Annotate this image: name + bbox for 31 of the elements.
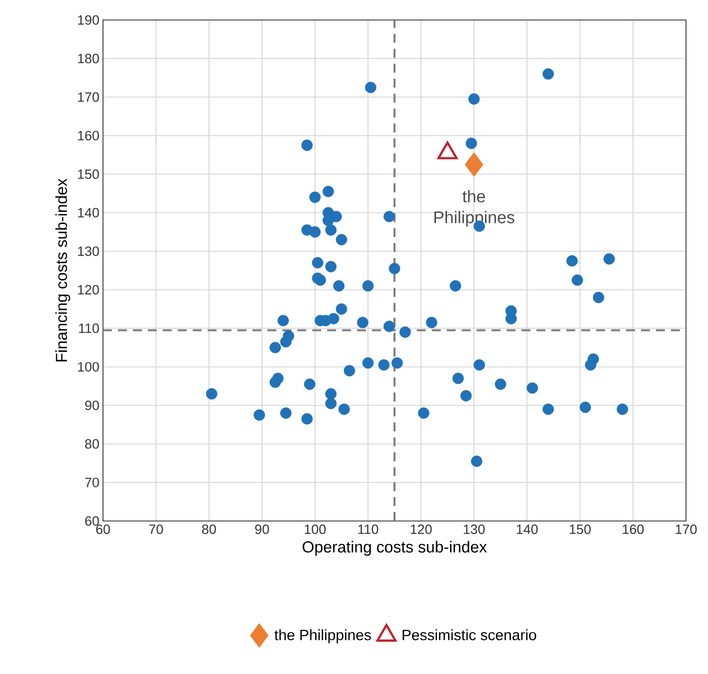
legend-label: the Philippines (274, 629, 371, 644)
y-tick-label: 110 (79, 324, 99, 334)
x-tick-label: 90 (255, 524, 269, 534)
y-tick-label: 160 (78, 130, 99, 140)
x-tick-label: 100 (304, 524, 326, 534)
annotation: the Philippines (434, 190, 514, 227)
y-tick-label: 170 (78, 92, 99, 102)
x-tick-label: 60 (96, 524, 110, 534)
y-axis-title: Financing costs sub-index (55, 178, 70, 362)
x-tick-label: 110 (358, 524, 378, 534)
x-tick-label: 70 (149, 524, 163, 534)
y-tick-label: 180 (78, 54, 99, 64)
y-tick-label: 190 (78, 15, 99, 25)
legend-label: Pessimistic scenario (402, 629, 536, 640)
y-tick-label: 130 (78, 246, 99, 256)
x-tick-label: 120 (410, 524, 432, 534)
x-axis-title: Operating costs sub-index (302, 540, 487, 556)
x-tick-label: 150 (570, 524, 591, 534)
x-tick-label: 170 (676, 524, 697, 534)
y-tick-label: 90 (85, 400, 99, 410)
y-tick-label: 120 (78, 285, 99, 295)
y-tick-label: 70 (85, 478, 99, 488)
x-tick-label: 80 (202, 524, 216, 534)
y-tick-label: 100 (78, 362, 99, 372)
x-tick-label: 130 (464, 524, 485, 534)
y-tick-label: 140 (78, 208, 99, 218)
y-tick-label: 150 (78, 169, 99, 179)
x-tick-label: 160 (622, 524, 644, 534)
y-tick-label: 60 (85, 516, 99, 526)
x-tick-label: 140 (516, 524, 538, 534)
y-tick-label: 80 (85, 439, 99, 449)
